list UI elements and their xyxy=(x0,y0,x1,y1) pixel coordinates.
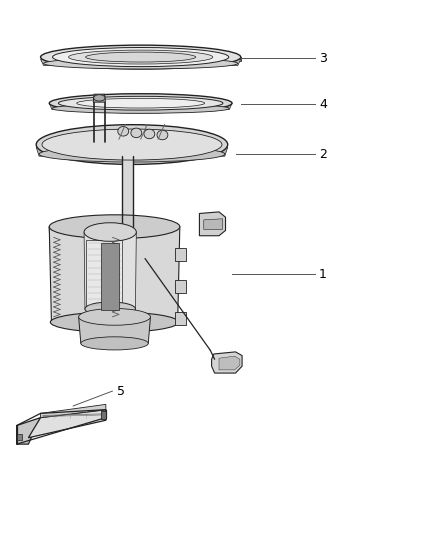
Polygon shape xyxy=(84,232,136,309)
Text: 2: 2 xyxy=(319,148,327,160)
Polygon shape xyxy=(17,433,22,440)
Ellipse shape xyxy=(77,99,205,108)
Polygon shape xyxy=(102,243,119,310)
Ellipse shape xyxy=(49,94,232,112)
Ellipse shape xyxy=(58,96,223,110)
Polygon shape xyxy=(176,280,186,293)
Ellipse shape xyxy=(39,146,225,162)
Ellipse shape xyxy=(118,126,129,136)
Polygon shape xyxy=(17,418,41,444)
Ellipse shape xyxy=(157,130,168,140)
Ellipse shape xyxy=(79,309,150,325)
Ellipse shape xyxy=(53,47,229,67)
Ellipse shape xyxy=(84,223,136,241)
Polygon shape xyxy=(122,156,133,227)
Text: 1: 1 xyxy=(319,268,327,281)
Polygon shape xyxy=(212,352,242,373)
Ellipse shape xyxy=(52,104,230,114)
Polygon shape xyxy=(49,227,180,322)
Polygon shape xyxy=(204,219,223,229)
Polygon shape xyxy=(176,312,186,325)
Polygon shape xyxy=(79,317,150,343)
Ellipse shape xyxy=(131,128,142,138)
Ellipse shape xyxy=(42,129,222,160)
Polygon shape xyxy=(41,57,241,61)
Ellipse shape xyxy=(85,302,135,316)
Polygon shape xyxy=(176,248,186,261)
Ellipse shape xyxy=(69,50,213,64)
Polygon shape xyxy=(49,227,53,322)
Text: 5: 5 xyxy=(117,385,125,398)
Polygon shape xyxy=(219,356,240,370)
Text: 4: 4 xyxy=(319,98,327,111)
Polygon shape xyxy=(36,147,228,156)
Polygon shape xyxy=(86,240,122,314)
Ellipse shape xyxy=(81,337,148,350)
Polygon shape xyxy=(101,411,106,419)
Polygon shape xyxy=(49,103,232,110)
Ellipse shape xyxy=(43,58,238,69)
Polygon shape xyxy=(41,59,241,66)
Ellipse shape xyxy=(94,95,105,101)
Ellipse shape xyxy=(41,45,241,69)
Polygon shape xyxy=(41,405,106,418)
Text: 3: 3 xyxy=(319,52,327,64)
Polygon shape xyxy=(93,94,106,102)
Ellipse shape xyxy=(36,125,228,165)
Ellipse shape xyxy=(50,312,179,332)
Ellipse shape xyxy=(144,129,155,139)
Polygon shape xyxy=(199,212,226,236)
Ellipse shape xyxy=(49,215,180,239)
Ellipse shape xyxy=(85,52,196,62)
Polygon shape xyxy=(28,410,106,438)
